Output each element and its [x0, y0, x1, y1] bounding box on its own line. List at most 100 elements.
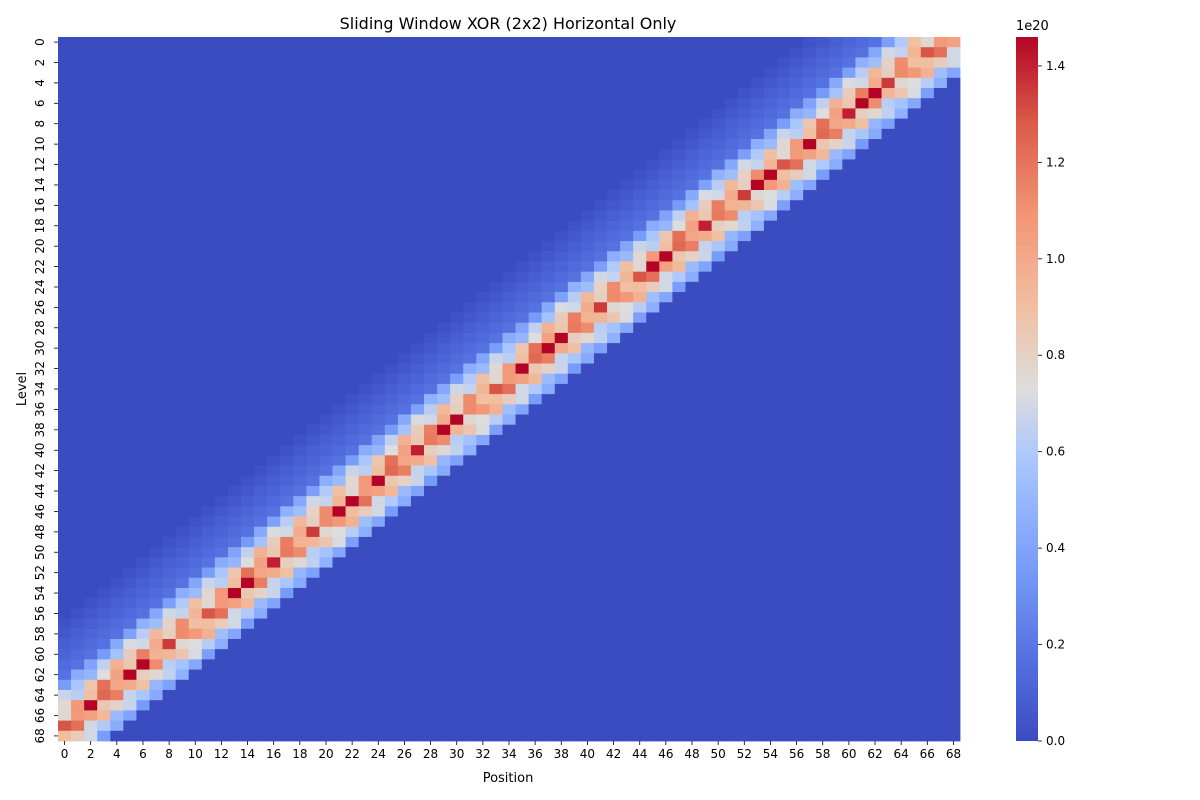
heatmap-cell — [646, 598, 660, 609]
heatmap-cell — [345, 414, 360, 426]
heatmap-cell — [450, 383, 464, 395]
heatmap-cell — [384, 700, 399, 711]
heatmap-cell — [907, 526, 922, 538]
heatmap-cell — [946, 190, 961, 201]
heatmap-cell — [894, 57, 909, 69]
heatmap-cell — [816, 608, 830, 619]
heatmap-cell — [227, 98, 242, 109]
heatmap-cell — [345, 261, 360, 273]
heatmap-cell — [280, 149, 294, 160]
heatmap-cell — [280, 618, 294, 630]
heatmap-cell — [855, 730, 869, 742]
heatmap-cell — [424, 475, 438, 487]
heatmap-cell — [110, 587, 124, 599]
heatmap-cell — [620, 465, 634, 477]
heatmap-cell — [946, 77, 961, 89]
heatmap-cell — [332, 139, 346, 150]
heatmap-cell — [227, 47, 242, 58]
heatmap-cell — [659, 608, 673, 619]
heatmap-cell — [254, 455, 268, 466]
heatmap-cell — [384, 455, 399, 466]
heatmap-cell — [567, 598, 582, 609]
heatmap-cell — [920, 57, 935, 69]
heatmap-cell — [358, 190, 373, 201]
heatmap-cell — [567, 455, 582, 466]
heatmap-cell — [476, 37, 490, 48]
heatmap-cell — [267, 587, 281, 599]
heatmap-cell — [593, 251, 608, 262]
heatmap-cell — [358, 394, 373, 405]
heatmap-cell — [489, 700, 503, 711]
heatmap-cell — [672, 689, 686, 701]
heatmap-cell — [371, 496, 386, 507]
heatmap-cell — [724, 557, 739, 568]
heatmap-cell — [894, 434, 909, 446]
heatmap-cell — [803, 149, 817, 160]
heatmap-cell — [97, 149, 111, 160]
heatmap-cell — [567, 547, 582, 558]
heatmap-cell — [188, 700, 203, 711]
heatmap-cell — [790, 149, 804, 160]
heatmap-cell — [306, 281, 320, 293]
heatmap-cell — [620, 506, 634, 517]
heatmap-cell — [829, 77, 843, 89]
heatmap-cell — [515, 373, 530, 385]
heatmap-cell — [149, 88, 163, 99]
heatmap-cell — [136, 241, 150, 252]
heatmap-cell — [946, 47, 961, 58]
heatmap-cell — [476, 128, 490, 140]
heatmap-cell — [502, 383, 516, 395]
heatmap-cell — [554, 720, 569, 732]
y-tick-label: 64 — [33, 687, 47, 702]
heatmap-cell — [502, 577, 516, 589]
heatmap-cell — [84, 373, 98, 385]
heatmap-cell — [907, 88, 922, 99]
heatmap-cell — [515, 516, 530, 528]
heatmap-cell — [646, 57, 660, 69]
heatmap-cell — [776, 730, 791, 742]
heatmap-cell — [371, 526, 386, 538]
heatmap-cell — [123, 547, 137, 558]
heatmap-cell — [149, 363, 163, 375]
heatmap-cell — [267, 434, 281, 446]
heatmap-cell — [175, 414, 190, 426]
heatmap-cell — [907, 700, 922, 711]
heatmap-cell — [345, 47, 360, 58]
heatmap-cell — [607, 485, 621, 497]
heatmap-cell — [136, 251, 150, 262]
heatmap-cell — [437, 210, 451, 222]
heatmap-cell — [201, 434, 216, 446]
heatmap-cell — [306, 353, 320, 364]
heatmap-cell — [881, 638, 896, 650]
heatmap-cell — [515, 363, 530, 375]
heatmap-cell — [894, 322, 909, 334]
heatmap-cell — [188, 230, 203, 242]
x-tick-label: 40 — [580, 747, 595, 761]
heatmap-cell — [175, 628, 190, 640]
heatmap-cell — [855, 261, 869, 273]
heatmap-cell — [593, 383, 608, 395]
heatmap-cell — [881, 230, 896, 242]
heatmap-cell — [397, 322, 412, 334]
heatmap-cell — [371, 730, 386, 742]
heatmap-cell — [672, 292, 686, 303]
heatmap-cell — [201, 200, 216, 211]
heatmap-cell — [816, 679, 830, 691]
heatmap-cell — [593, 689, 608, 701]
heatmap-cell — [345, 67, 360, 79]
heatmap-cell — [384, 220, 399, 232]
heatmap-cell — [502, 179, 516, 191]
heatmap-cell — [489, 281, 503, 293]
heatmap-cell — [803, 659, 817, 670]
heatmap-cell — [463, 383, 477, 395]
heatmap-cell — [685, 434, 699, 446]
heatmap-cell — [750, 598, 765, 609]
heatmap-cell — [241, 281, 255, 293]
heatmap-cell — [685, 465, 699, 477]
heatmap-cell — [371, 312, 386, 324]
heatmap-cell — [750, 98, 765, 109]
heatmap-cell — [489, 608, 503, 619]
heatmap-cell — [188, 475, 203, 487]
heatmap-cell — [71, 659, 85, 670]
heatmap-cell — [84, 475, 98, 487]
